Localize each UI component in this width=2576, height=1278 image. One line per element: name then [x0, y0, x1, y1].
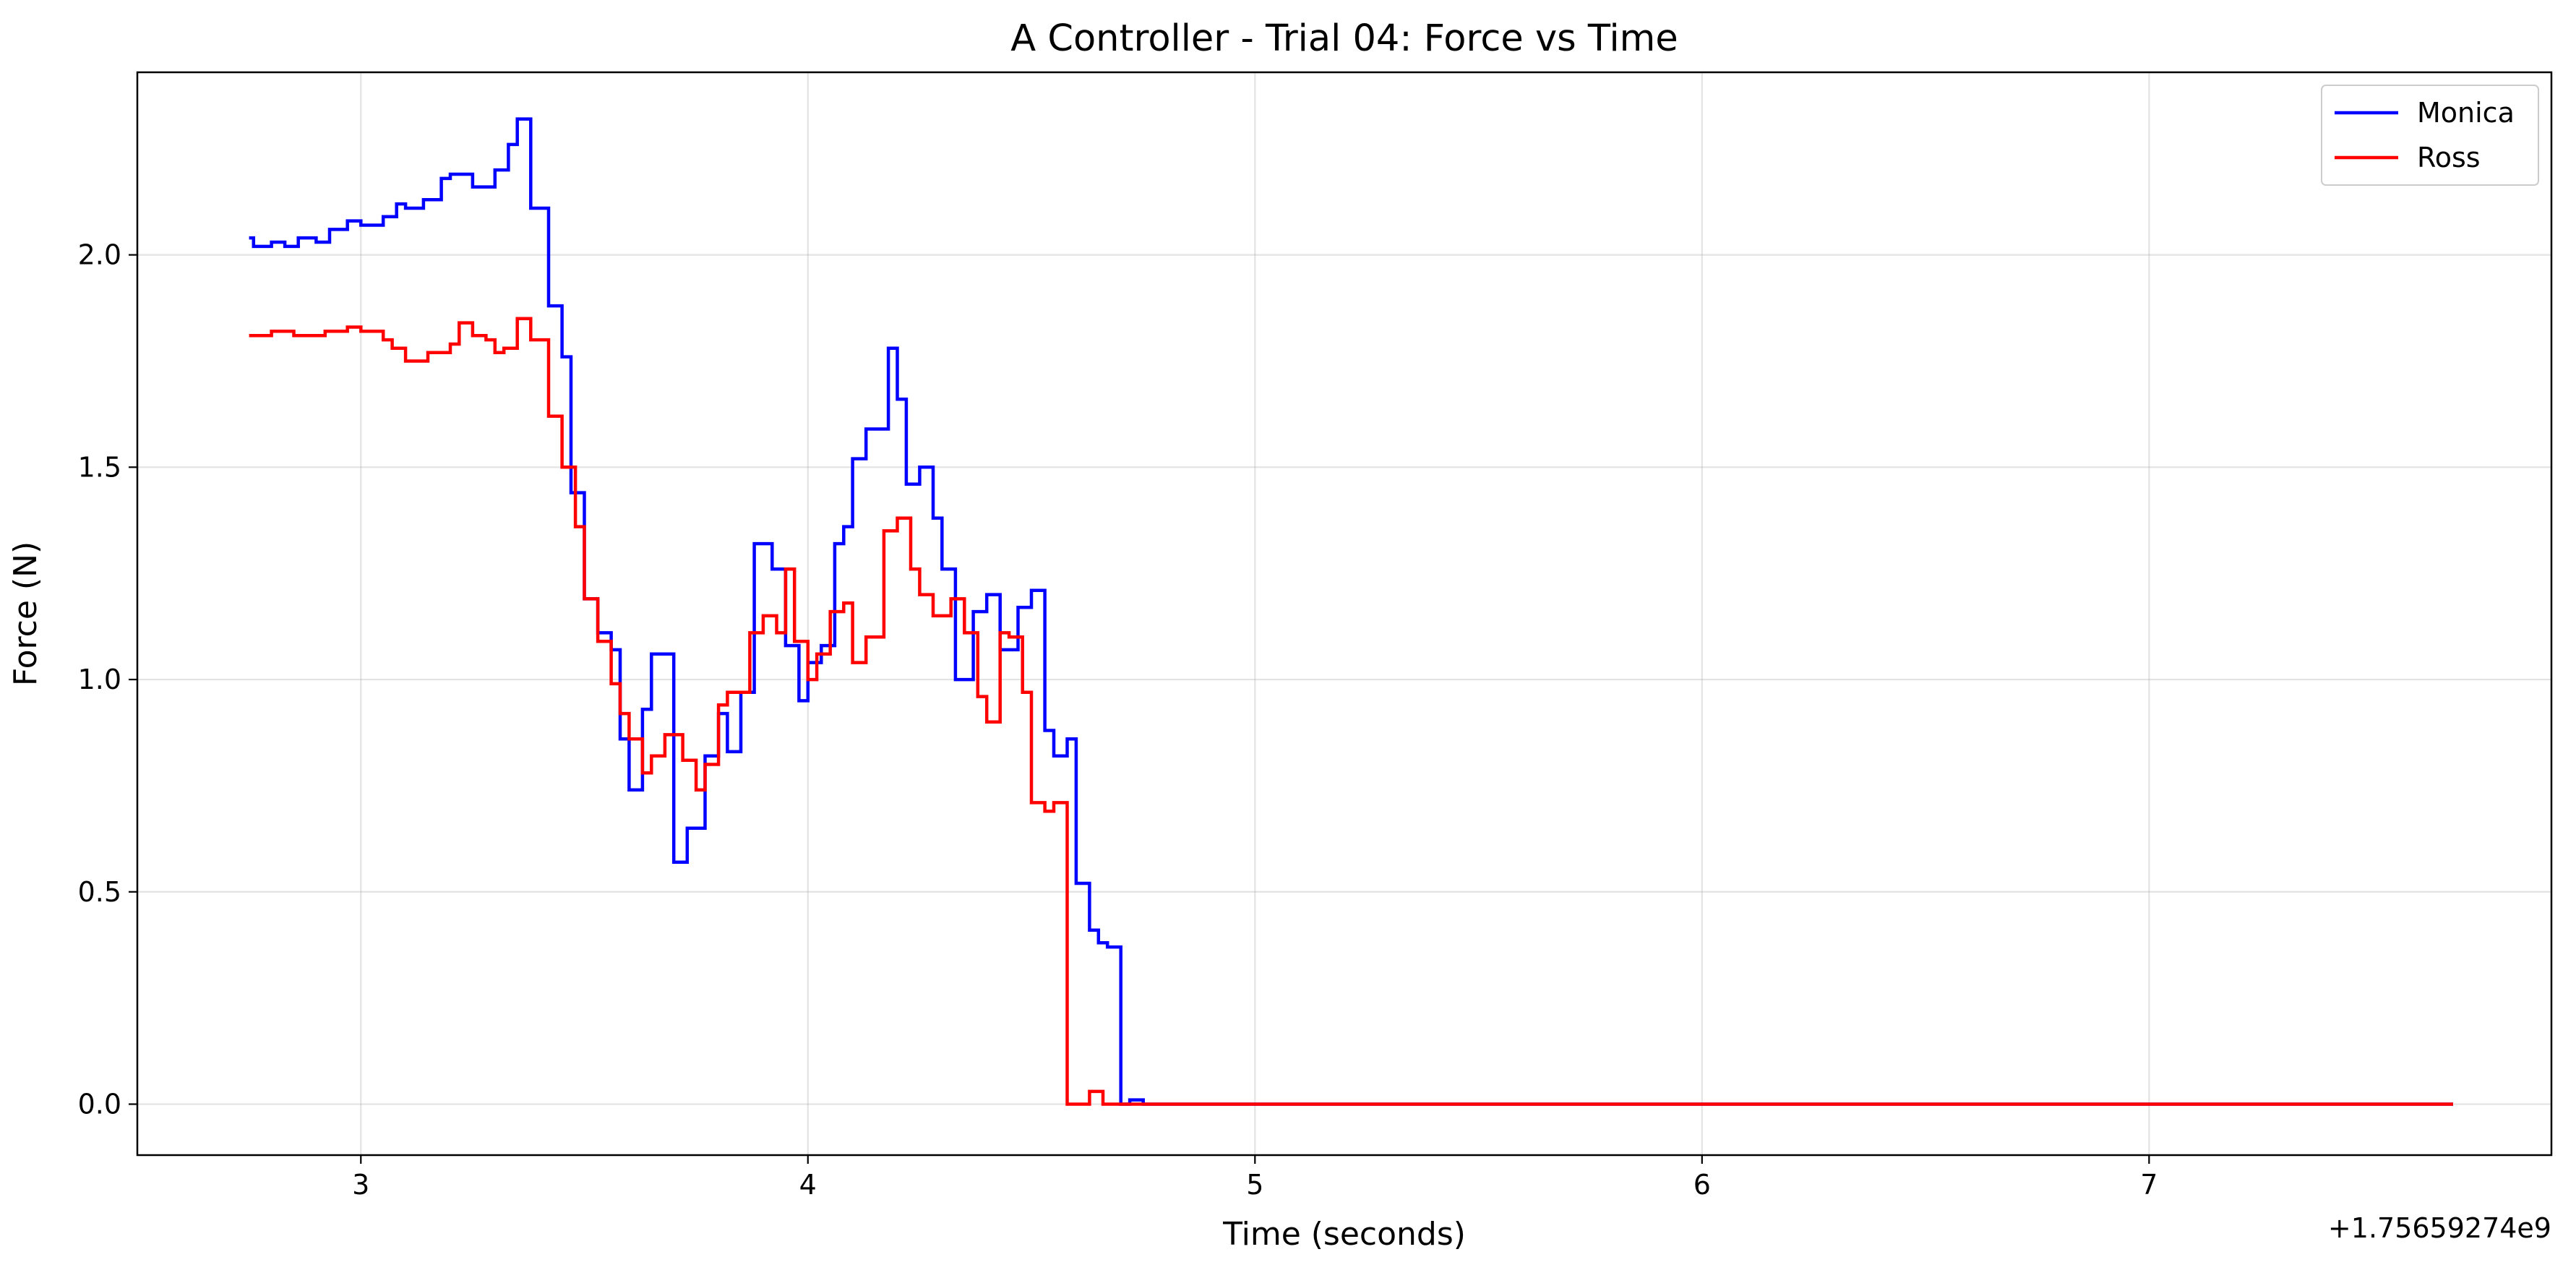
x-tick-label: 7 [2140, 1169, 2158, 1201]
x-axis-label: Time (seconds) [1222, 1216, 1466, 1253]
y-tick-label: 1.5 [78, 451, 121, 483]
legend-label-monica: Monica [2417, 97, 2515, 129]
x-tick-label: 4 [799, 1169, 817, 1201]
y-axis-label: Force (N) [7, 541, 44, 686]
chart-title: A Controller - Trial 04: Force vs Time [1010, 17, 1678, 60]
series-line-ross [249, 317, 2453, 1106]
tick-layer: 3 4 5 6 7 0.0 0.5 1.0 1.5 2.0 [78, 239, 2158, 1201]
series-line-monica [249, 117, 2453, 1106]
x-tick-label: 6 [1693, 1169, 1711, 1201]
series-layer [249, 117, 2453, 1106]
x-tick-label: 3 [352, 1169, 369, 1201]
y-tick-label: 1.0 [78, 664, 121, 695]
x-axis-offset-label: +1.75659274e9 [2328, 1212, 2551, 1244]
plot-frame [136, 71, 2553, 1157]
legend: Monica Ross [2321, 85, 2539, 186]
y-tick-label: 0.0 [78, 1089, 121, 1120]
x-tick-label: 5 [1246, 1169, 1263, 1201]
y-tick-label: 2.0 [78, 239, 121, 271]
legend-box [2321, 85, 2539, 186]
legend-label-ross: Ross [2417, 142, 2481, 173]
y-tick-label: 0.5 [78, 876, 121, 908]
